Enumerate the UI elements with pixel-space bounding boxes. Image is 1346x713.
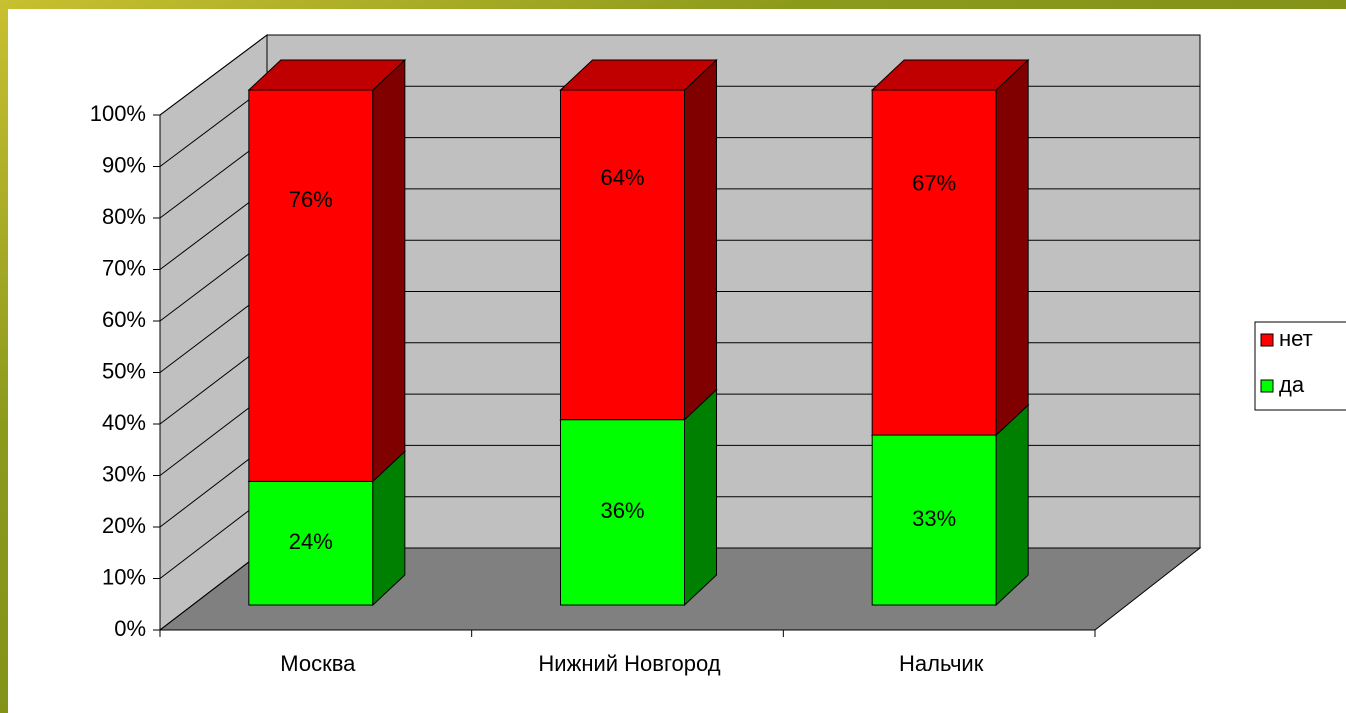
y-tick-label: 40% (102, 410, 146, 435)
bar-top (247, 59, 407, 91)
bar-segment (871, 89, 997, 436)
bar-top (870, 59, 1030, 91)
y-tick-label: 0% (114, 616, 146, 641)
bar-side (684, 388, 717, 607)
value-label: 36% (600, 498, 644, 523)
bar-side (372, 58, 406, 483)
y-tick-label: 50% (102, 358, 146, 383)
x-tick-label: Москва (280, 651, 356, 676)
bar-segment (248, 89, 374, 482)
y-tick-label: 20% (102, 513, 146, 538)
y-tick-label: 90% (102, 152, 146, 177)
value-label: 67% (912, 171, 956, 196)
value-label: 76% (289, 187, 333, 212)
bar-segment (560, 89, 685, 421)
grid (159, 34, 1200, 631)
y-tick-label: 100% (90, 101, 146, 126)
bar-side (995, 403, 1029, 607)
axes: 0% 10% 20% 30% 40% 50% 60% 70% 80% 90% 100% Москва Н… (90, 101, 1096, 676)
y-tick-label: 30% (102, 461, 146, 486)
value-label: 24% (289, 529, 333, 554)
value-label: 33% (912, 506, 956, 531)
bar-segment (871, 434, 997, 606)
x-tick-label: Нижний Новгород (538, 651, 720, 676)
legend: нет да (1260, 326, 1313, 397)
legend-swatch (1260, 379, 1274, 393)
side-grid-line (159, 34, 268, 116)
bar-segment (248, 480, 374, 606)
bar-top (559, 59, 718, 91)
bar-segment (560, 419, 685, 606)
y-tick-label: 70% (102, 255, 146, 280)
y-tick-label: 80% (102, 204, 146, 229)
bar-side (995, 58, 1029, 437)
y-tick-label: 60% (102, 307, 146, 332)
y-tick-label: 10% (102, 564, 146, 589)
bars: 24% 76% 36% 64% 33% 67% (247, 58, 1030, 607)
x-tick-label: Нальчик (899, 651, 984, 676)
legend-label: да (1279, 372, 1305, 397)
legend-label: нет (1279, 326, 1313, 351)
legend-swatch (1260, 333, 1274, 347)
bar-side (684, 58, 717, 421)
value-label: 64% (600, 165, 644, 190)
